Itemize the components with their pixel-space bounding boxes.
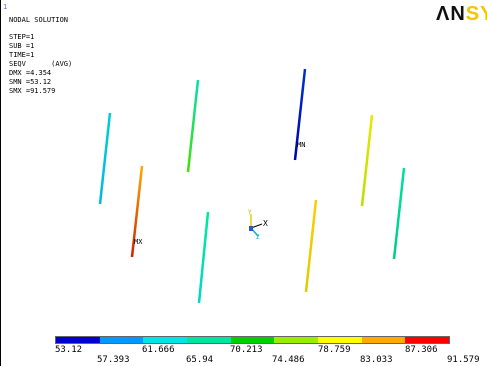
solution-title: NODAL SOLUTION <box>9 16 69 24</box>
triad-y-label: Y <box>248 209 252 216</box>
member-3 <box>293 68 307 161</box>
legend-band-9 <box>405 337 450 343</box>
coordinate-triad: Y X Z <box>248 209 268 241</box>
member-6 <box>392 167 406 260</box>
min-marker: MN <box>297 141 305 149</box>
result-type: SEQV (AVG) <box>9 60 73 68</box>
legend-band-3 <box>143 337 188 343</box>
legend-label-7: 78.759 <box>318 345 351 355</box>
legend-label-1: 53.12 <box>55 345 83 355</box>
legend-label-2: 57.393 <box>97 355 130 365</box>
time-value: TIME=1 <box>9 51 35 59</box>
window-border <box>0 0 1 366</box>
legend-label-6: 74.486 <box>272 355 305 365</box>
smn-value: SMN =53.12 <box>9 78 52 86</box>
sub-value: SUB =1 <box>9 42 35 50</box>
member-7 <box>197 211 210 304</box>
legend-band-7 <box>318 337 362 343</box>
triad-x-label: X <box>263 219 268 228</box>
max-marker: MX <box>134 238 143 246</box>
legend-band-5 <box>230 337 275 343</box>
legend-band-8 <box>361 337 406 343</box>
smx-value: SMX =91.579 <box>9 87 56 95</box>
contour-legend-bar <box>55 336 450 344</box>
triad-z-label: Z <box>256 234 260 241</box>
legend-band-6 <box>274 337 319 343</box>
dmx-value: DMX =4.354 <box>9 69 52 77</box>
ansys-logo: ΛNSYS <box>436 3 487 25</box>
viewport-number: 1 <box>3 3 8 11</box>
step-value: STEP=1 <box>9 33 35 41</box>
legend-band-4 <box>187 337 231 343</box>
legend-band-2 <box>99 337 144 343</box>
legend-label-8: 83.033 <box>360 355 393 365</box>
legend-band-1 <box>56 337 100 343</box>
member-5 <box>130 165 144 258</box>
member-1 <box>98 112 112 205</box>
member-4 <box>360 114 374 207</box>
legend-label-10: 91.579 <box>447 355 480 365</box>
member-9 <box>304 199 318 293</box>
legend-label-9: 87.306 <box>405 345 438 355</box>
legend-label-3: 61.666 <box>142 345 175 355</box>
legend-label-5: 70.213 <box>230 345 263 355</box>
legend-label-4: 65.94 <box>186 355 214 365</box>
member-2 <box>186 79 200 173</box>
